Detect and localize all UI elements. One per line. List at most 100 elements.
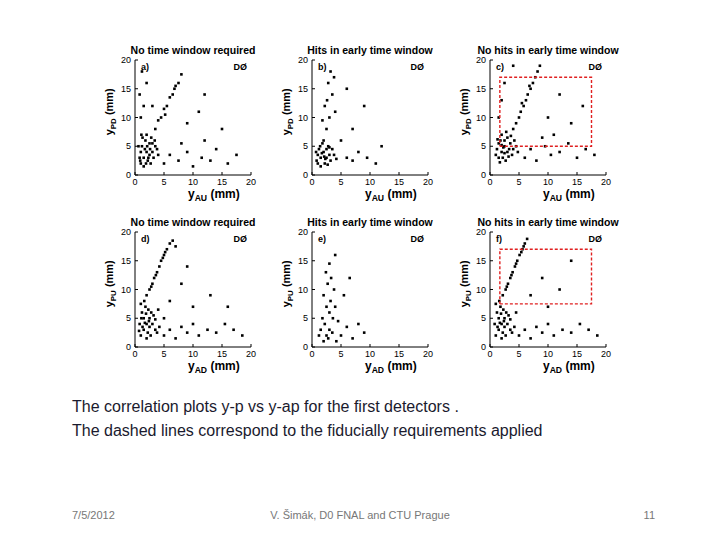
x-tick <box>548 344 549 347</box>
y-axis-label: yPD (mm) <box>458 88 473 135</box>
point <box>506 136 509 139</box>
point <box>318 334 321 337</box>
point <box>329 70 332 73</box>
panel: Hits in early time window051015200510152… <box>280 44 434 203</box>
point <box>322 340 325 343</box>
point <box>521 102 524 105</box>
panel-label: d) <box>141 234 150 244</box>
point <box>517 151 520 154</box>
point <box>526 93 529 96</box>
point <box>148 326 151 329</box>
experiment-label: DØ <box>411 62 425 72</box>
point <box>203 93 206 96</box>
point <box>180 73 183 76</box>
point <box>322 139 325 142</box>
point <box>321 119 324 122</box>
point <box>321 142 324 145</box>
point <box>529 294 532 297</box>
point <box>500 133 503 136</box>
y-tick <box>135 117 138 118</box>
x-tick-label: 0 <box>309 177 314 187</box>
point <box>532 82 535 85</box>
point <box>351 159 354 162</box>
point <box>151 282 154 285</box>
point <box>499 305 502 308</box>
point <box>154 318 157 321</box>
point <box>328 154 331 157</box>
point <box>501 331 504 334</box>
point <box>346 326 349 329</box>
panel-title: Hits in early time window <box>307 216 433 228</box>
point <box>154 328 157 331</box>
point <box>518 116 521 119</box>
point <box>145 133 148 136</box>
point <box>203 139 206 142</box>
point <box>324 158 327 161</box>
point <box>547 305 550 308</box>
point <box>558 288 561 291</box>
point <box>493 323 496 326</box>
point <box>180 142 183 145</box>
x-tick <box>222 344 223 347</box>
x-tick <box>164 344 165 347</box>
point <box>215 148 218 151</box>
y-axis-label: yPU (mm) <box>280 260 295 307</box>
x-tick <box>399 172 400 175</box>
point <box>200 156 203 159</box>
point <box>325 148 328 151</box>
point <box>146 331 149 334</box>
point <box>328 146 331 149</box>
x-tick-label: 20 <box>246 349 256 359</box>
point <box>337 320 340 323</box>
point <box>153 139 156 142</box>
point <box>144 139 147 142</box>
point <box>327 82 330 85</box>
point <box>518 254 521 257</box>
x-tick-label: 20 <box>246 177 256 187</box>
point <box>507 282 510 285</box>
y-tick-label: 20 <box>298 227 308 237</box>
x-tick-label: 0 <box>132 349 137 359</box>
point <box>155 274 158 277</box>
panel-title: No hits in early time window <box>477 216 619 228</box>
point <box>144 322 147 325</box>
point <box>536 70 539 73</box>
experiment-label: DØ <box>589 62 603 72</box>
point <box>169 154 172 157</box>
point <box>507 155 510 158</box>
point <box>495 303 498 306</box>
point <box>524 156 527 159</box>
y-tick-label: 5 <box>126 313 131 323</box>
point <box>541 136 544 139</box>
point <box>215 331 218 334</box>
point <box>334 254 337 257</box>
point <box>146 159 149 162</box>
point <box>327 337 330 340</box>
panel-title: No time window required <box>131 44 256 56</box>
point <box>150 136 153 139</box>
y-tick <box>490 260 493 261</box>
y-tick <box>312 60 315 61</box>
point <box>174 85 177 88</box>
x-tick-label: 5 <box>161 349 166 359</box>
point <box>164 251 167 254</box>
point <box>323 155 326 158</box>
x-tick <box>428 344 429 347</box>
point <box>579 323 582 326</box>
point <box>177 159 180 162</box>
point <box>148 320 151 323</box>
point <box>328 262 331 265</box>
point <box>198 334 201 337</box>
point <box>158 326 161 329</box>
x-tick <box>428 172 429 175</box>
plot-area <box>495 64 596 163</box>
point <box>156 331 159 334</box>
point <box>497 317 500 320</box>
x-tick-label: 15 <box>572 177 582 187</box>
point <box>319 328 322 331</box>
x-tick <box>606 172 607 175</box>
point <box>325 305 328 308</box>
point <box>505 131 508 134</box>
point <box>321 317 324 320</box>
point <box>162 257 165 260</box>
